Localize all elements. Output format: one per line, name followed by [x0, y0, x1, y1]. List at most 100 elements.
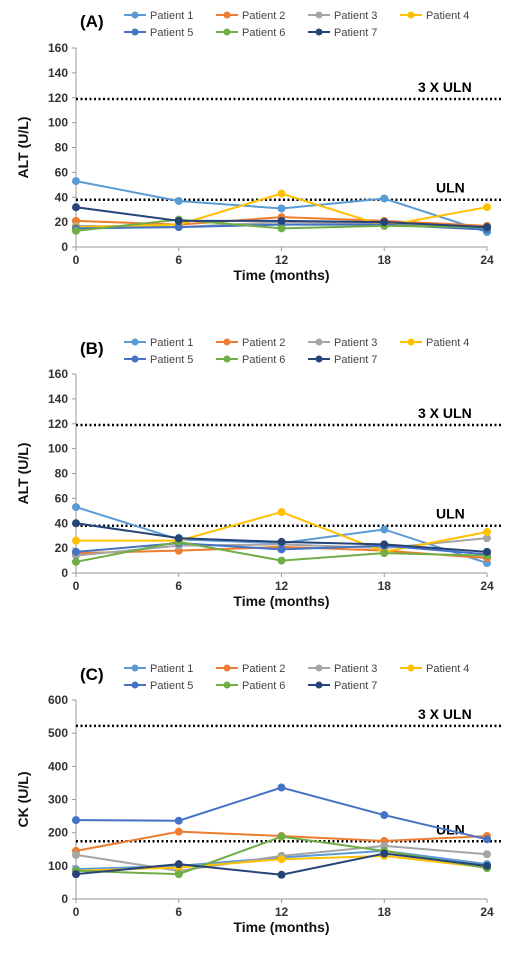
data-point	[380, 849, 389, 858]
panel-label: (B)	[80, 339, 104, 358]
legend-item: Patient 5	[124, 27, 193, 39]
data-point	[380, 525, 389, 534]
legend-label: Patient 4	[426, 10, 469, 22]
legend-label: Patient 2	[242, 337, 285, 349]
legend-item: Patient 6	[216, 680, 285, 692]
legend-swatch-marker	[407, 338, 415, 346]
x-tick-label: 0	[73, 905, 80, 919]
legend-item: Patient 3	[308, 337, 377, 349]
data-point	[483, 835, 491, 844]
y-tick-label: 100	[48, 442, 68, 456]
legend-swatch-marker	[315, 355, 323, 363]
legend-label: Patient 1	[150, 337, 193, 349]
legend-swatch-marker	[223, 28, 231, 36]
legend-label: Patient 4	[426, 663, 469, 675]
legend-swatch-marker	[131, 664, 139, 672]
y-tick-label: 60	[55, 491, 69, 505]
data-point	[277, 537, 286, 546]
data-point	[174, 223, 183, 232]
legend-swatch-marker	[131, 28, 139, 36]
data-point	[380, 218, 389, 227]
legend-label: Patient 6	[242, 354, 285, 366]
legend-item: Patient 3	[308, 10, 377, 22]
legend-label: Patient 3	[334, 663, 377, 675]
y-axis-title: ALT (U/L)	[15, 117, 31, 179]
legend-label: Patient 3	[334, 337, 377, 349]
y-tick-label: 100	[48, 116, 68, 130]
data-point	[72, 203, 80, 212]
data-point	[483, 534, 491, 543]
data-point	[380, 194, 389, 203]
data-point	[380, 549, 389, 558]
data-point	[72, 503, 80, 512]
data-point	[277, 224, 286, 233]
y-tick-label: 120	[48, 91, 68, 105]
data-point	[277, 855, 286, 864]
data-point	[72, 519, 80, 528]
series-7	[72, 519, 491, 556]
legend-label: Patient 1	[150, 10, 193, 22]
y-tick-label: 40	[55, 190, 69, 204]
y-axis-title: ALT (U/L)	[15, 443, 31, 505]
data-point	[380, 811, 389, 820]
legend-swatch-marker	[131, 11, 139, 19]
y-tick-label: 140	[48, 66, 68, 80]
data-point	[72, 536, 80, 545]
x-tick-label: 24	[480, 579, 494, 593]
legend-item: Patient 6	[216, 354, 285, 366]
reference-line-label: 3 X ULN	[418, 706, 472, 722]
x-tick-label: 6	[175, 579, 182, 593]
panel-label: (C)	[80, 665, 104, 684]
panel-label: (A)	[80, 12, 104, 31]
data-point	[72, 816, 80, 825]
data-point	[483, 223, 491, 232]
data-point	[72, 177, 80, 186]
legend-label: Patient 5	[150, 354, 193, 366]
y-tick-label: 120	[48, 417, 68, 431]
x-tick-label: 0	[73, 579, 80, 593]
data-point	[277, 216, 286, 225]
y-tick-label: 200	[48, 826, 68, 840]
series-7	[72, 203, 491, 232]
legend-label: Patient 2	[242, 10, 285, 22]
data-point	[277, 870, 286, 879]
y-tick-label: 20	[55, 215, 69, 229]
legend-swatch-marker	[223, 355, 231, 363]
data-point	[483, 861, 491, 870]
x-tick-label: 0	[73, 253, 80, 267]
legend-item: Patient 6	[216, 27, 285, 39]
legend-swatch-marker	[315, 338, 323, 346]
data-point	[277, 783, 286, 792]
legend-item: Patient 5	[124, 680, 193, 692]
series-4	[72, 189, 491, 232]
data-point	[72, 870, 80, 879]
y-tick-label: 160	[48, 41, 68, 55]
series-5	[72, 783, 491, 844]
legend-label: Patient 4	[426, 337, 469, 349]
x-tick-label: 24	[480, 253, 494, 267]
legend-item: Patient 7	[308, 27, 377, 39]
y-tick-label: 80	[55, 467, 69, 481]
legend-item: Patient 4	[400, 10, 469, 22]
legend-item: Patient 5	[124, 354, 193, 366]
legend-item: Patient 2	[216, 10, 285, 22]
legend-item: Patient 1	[124, 10, 193, 22]
legend-swatch-marker	[315, 11, 323, 19]
y-tick-label: 20	[55, 541, 69, 555]
data-point	[72, 547, 80, 556]
x-axis-title: Time (months)	[233, 919, 329, 935]
x-axis-title: Time (months)	[233, 593, 329, 609]
legend-label: Patient 6	[242, 680, 285, 692]
data-point	[483, 203, 491, 212]
y-tick-label: 0	[61, 892, 68, 906]
x-tick-label: 12	[275, 579, 289, 593]
data-point	[483, 527, 491, 536]
data-point	[277, 508, 286, 517]
data-point	[277, 545, 286, 554]
legend-label: Patient 7	[334, 680, 377, 692]
y-tick-label: 0	[61, 240, 68, 254]
data-point	[174, 534, 183, 543]
chart-panel-2: (B) Patient 1 Patient 2 Patient 3 Patient 4 P…	[15, 337, 501, 609]
y-tick-label: 40	[55, 516, 69, 530]
legend-swatch-marker	[223, 11, 231, 19]
